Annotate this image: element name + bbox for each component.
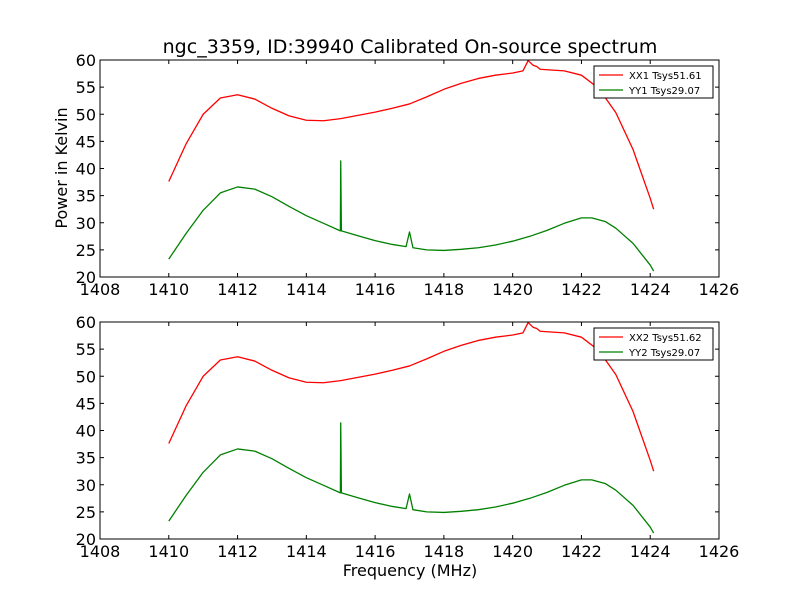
x-tick-label: 1422 <box>561 542 602 561</box>
plot-panel-1: 1408 1410 1412 1414 1416 1418 1420 1422 1424 1426… <box>76 51 740 299</box>
legend-1: XX1 Tsys51.61 YY1 Tsys29.07 <box>593 65 714 99</box>
y-tick-label: 25 <box>76 503 96 522</box>
x-tick-label: 1416 <box>355 280 396 299</box>
y-tick-label: 45 <box>76 394 96 413</box>
x-tick-label: 1410 <box>148 280 189 299</box>
y-tick-label: 55 <box>76 78 96 97</box>
legend-label: XX1 Tsys51.61 <box>629 71 702 82</box>
y-tick-label: 55 <box>76 340 96 359</box>
y-tick-label: 35 <box>76 187 96 206</box>
x-tick-label: 1424 <box>630 280 671 299</box>
y-axis-label: Power in Kelvin <box>52 107 71 228</box>
plot-panels: 1408 1410 1412 1414 1416 1418 1420 1422 1424 1426… <box>76 51 740 561</box>
x-tick-label: 1414 <box>286 280 327 299</box>
x-tick-label: 1424 <box>630 542 671 561</box>
x-tick-label: 1426 <box>699 542 740 561</box>
x-tick-label: 1422 <box>561 280 602 299</box>
y-tick-label: 60 <box>76 51 96 70</box>
y-tick-label: 20 <box>76 530 96 549</box>
series-line-2-2 <box>168 422 655 534</box>
legend-box <box>593 65 714 99</box>
x-tick-label: 1420 <box>492 542 533 561</box>
series-line-2-1 <box>168 322 655 472</box>
y-tick-label: 30 <box>76 214 96 233</box>
y-tick-label: 35 <box>76 449 96 468</box>
y-tick-label: 30 <box>76 476 96 495</box>
legend-label: YY1 Tsys29.07 <box>628 86 700 97</box>
legend-box <box>593 327 714 361</box>
chart-title: ngc_3359, ID:39940 Calibrated On-source … <box>163 36 658 58</box>
y-tick-label: 40 <box>76 160 96 179</box>
legend-2: XX2 Tsys51.62 YY2 Tsys29.07 <box>593 327 714 361</box>
x-tick-label: 1416 <box>355 542 396 561</box>
x-tick-label: 1418 <box>424 280 465 299</box>
x-tick-label: 1412 <box>217 280 258 299</box>
series-line-1-1 <box>168 60 655 210</box>
y-tick-label: 20 <box>76 268 96 287</box>
x-tick-label: 1426 <box>699 280 740 299</box>
x-tick-label: 1408 <box>80 280 121 299</box>
x-tick-label: 1408 <box>80 542 121 561</box>
y-tick-label: 60 <box>76 313 96 332</box>
x-tick-label: 1420 <box>492 280 533 299</box>
y-tick-label: 45 <box>76 132 96 151</box>
x-tick-label: 1418 <box>424 542 465 561</box>
y-tick-label: 25 <box>76 241 96 260</box>
y-tick-label: 40 <box>76 422 96 441</box>
x-tick-label: 1410 <box>148 542 189 561</box>
x-tick-label: 1414 <box>286 542 327 561</box>
legend-label: XX2 Tsys51.62 <box>629 333 702 344</box>
y-tick-label: 50 <box>76 367 96 386</box>
y-tick-label: 50 <box>76 105 96 124</box>
x-axis-label: Frequency (MHz) <box>343 561 477 580</box>
x-tick-label: 1412 <box>217 542 258 561</box>
legend-label: YY2 Tsys29.07 <box>628 348 700 359</box>
series-line-1-2 <box>168 160 655 272</box>
plot-panel-2: 1408 1410 1412 1414 1416 1418 1420 1422 1424 1426… <box>76 313 740 561</box>
